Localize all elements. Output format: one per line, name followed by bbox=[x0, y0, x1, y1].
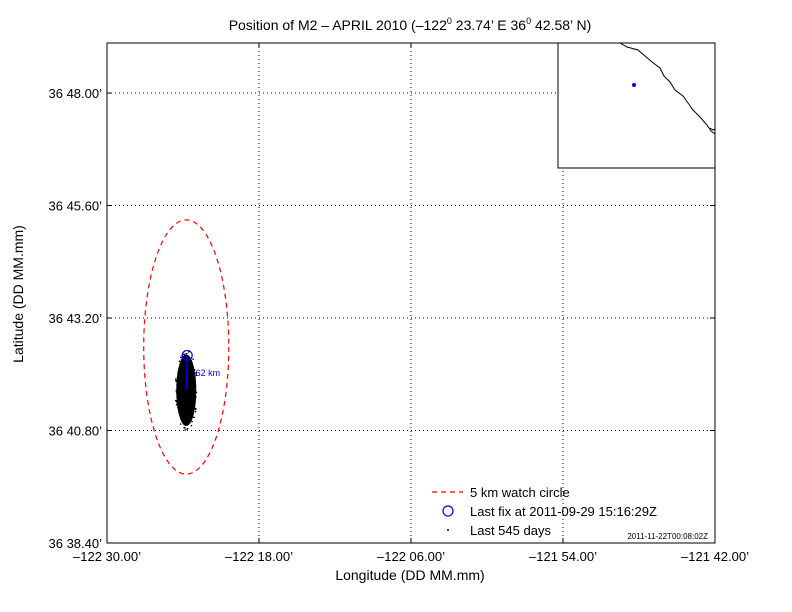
drift-point bbox=[193, 416, 195, 419]
y-axis-label: Latitude (DD MM.mm) bbox=[10, 225, 26, 363]
drift-point bbox=[179, 356, 182, 359]
drift-point bbox=[185, 352, 187, 355]
x-tick-label: –121 54.00’ bbox=[529, 549, 597, 564]
inset-coastline-detail bbox=[709, 127, 716, 131]
drift-point bbox=[195, 396, 197, 398]
drift-point bbox=[175, 404, 178, 406]
drift-point bbox=[190, 424, 193, 427]
drift-point bbox=[190, 363, 192, 365]
drift-point bbox=[176, 394, 178, 396]
distance-label: .62 km bbox=[193, 368, 220, 378]
drift-point bbox=[177, 398, 180, 401]
x-tick-label: –121 42.00’ bbox=[681, 549, 749, 564]
drift-point bbox=[176, 402, 179, 404]
chart-title: Position of M2 – APRIL 2010 (–1220 23.74… bbox=[229, 16, 592, 33]
drift-point bbox=[192, 366, 195, 369]
drift-point bbox=[177, 379, 180, 381]
inset-coastline bbox=[619, 42, 716, 135]
drift-point bbox=[184, 429, 186, 431]
drift-point bbox=[185, 358, 187, 360]
drift-point bbox=[194, 399, 196, 402]
legend-label-last-fix: Last fix at 2011-09-29 15:16:29Z bbox=[470, 504, 657, 519]
y-tick-label: 36 43.20’ bbox=[49, 311, 103, 326]
drift-point bbox=[175, 391, 178, 394]
drift-point bbox=[194, 372, 197, 374]
drift-point bbox=[176, 395, 179, 398]
x-tick-label: –122 06.00’ bbox=[377, 549, 445, 564]
grid-lines bbox=[107, 43, 715, 543]
drift-point bbox=[191, 420, 193, 423]
inset-map-frame bbox=[557, 42, 716, 169]
legend-label-last-days: Last 545 days bbox=[470, 523, 551, 538]
drift-point bbox=[184, 427, 186, 429]
drift-point bbox=[181, 419, 184, 422]
drift-point bbox=[180, 363, 183, 366]
drift-point bbox=[194, 407, 197, 410]
drift-point bbox=[177, 406, 179, 409]
drift-point bbox=[180, 416, 182, 419]
drift-point bbox=[175, 399, 177, 402]
y-tick-label: 36 40.80’ bbox=[49, 424, 103, 439]
drift-point bbox=[194, 380, 196, 382]
drift-point bbox=[192, 369, 195, 372]
drift-point bbox=[177, 390, 179, 393]
timestamp: 2011-11-22T00:08:02Z bbox=[627, 532, 708, 541]
drift-point bbox=[178, 368, 180, 371]
y-axis-ticks: 36 38.40’ 36 40.80’ 36 43.20’ 36 45.60’ 36 4… bbox=[49, 86, 715, 551]
y-tick-label: 36 48.00’ bbox=[49, 86, 103, 101]
drift-point bbox=[195, 374, 198, 377]
drift-point bbox=[178, 407, 181, 409]
drift-point bbox=[186, 422, 189, 424]
watch-circle bbox=[143, 219, 230, 475]
drift-point bbox=[179, 367, 182, 370]
x-tick-label: –122 30.00’ bbox=[73, 549, 141, 564]
drift-point bbox=[189, 415, 192, 417]
last-fix-marker bbox=[181, 349, 193, 362]
drift-point bbox=[175, 379, 177, 382]
drift-point bbox=[176, 376, 179, 379]
drift-point bbox=[184, 422, 187, 425]
legend-swatch-last-fix bbox=[442, 505, 454, 517]
drift-point bbox=[175, 390, 177, 392]
drift-point bbox=[178, 360, 181, 363]
drift-point bbox=[191, 413, 193, 416]
drift-point bbox=[177, 371, 180, 373]
inset-map bbox=[557, 42, 716, 169]
drift-point bbox=[192, 411, 194, 413]
y-tick-label: 36 45.60’ bbox=[49, 199, 103, 214]
drift-point bbox=[192, 358, 194, 360]
drift-point bbox=[188, 419, 191, 422]
drift-point bbox=[180, 359, 183, 362]
legend: 5 km watch circle Last fix at 2011-09-29… bbox=[432, 485, 708, 541]
x-axis-ticks: –122 30.00’ –122 18.00’ –122 06.00’ –121 54… bbox=[73, 43, 749, 564]
drift-point bbox=[179, 423, 182, 425]
drift-point bbox=[184, 421, 187, 424]
drift-point bbox=[193, 368, 196, 371]
inset-mooring-marker bbox=[632, 83, 636, 87]
drift-point bbox=[186, 427, 189, 430]
legend-swatch-last-days bbox=[447, 529, 449, 531]
drift-point bbox=[183, 353, 186, 356]
x-tick-label: –122 18.00’ bbox=[225, 549, 293, 564]
drift-point bbox=[176, 383, 178, 386]
distance-line bbox=[185, 355, 188, 391]
drift-point bbox=[193, 402, 196, 405]
drift-point bbox=[195, 391, 198, 394]
x-axis-label: Longitude (DD MM.mm) bbox=[335, 567, 484, 583]
drift-point bbox=[194, 410, 197, 413]
drift-point bbox=[192, 404, 195, 407]
drift-point bbox=[193, 394, 196, 396]
y-tick-label: 36 38.40’ bbox=[49, 536, 103, 551]
drift-point bbox=[175, 378, 177, 380]
legend-label-watch-circle: 5 km watch circle bbox=[470, 485, 570, 500]
